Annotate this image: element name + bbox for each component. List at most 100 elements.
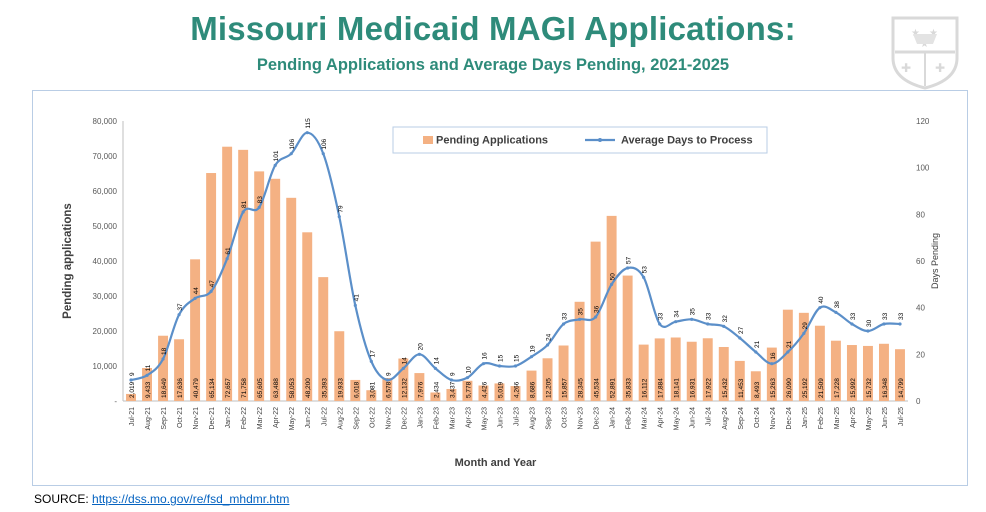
bar-value-label: 3,081: [369, 381, 376, 398]
x-tick-label: Jul-21: [129, 407, 136, 426]
x-tick-label: Jul-22: [321, 407, 328, 426]
line-point: [754, 350, 758, 354]
line-point: [225, 257, 229, 261]
line-point: [401, 366, 405, 370]
bar: [702, 338, 713, 401]
bar: [350, 379, 361, 401]
line-value-label: 14: [401, 357, 408, 365]
y2-tick-label: 0: [916, 397, 921, 406]
x-tick-label: Jul-24: [706, 407, 713, 426]
bar-value-label: 16,348: [882, 378, 889, 398]
y-tick-label: 40,000: [93, 257, 118, 266]
bar-value-label: 71,758: [241, 378, 248, 398]
line-value-label: 20: [417, 343, 424, 351]
bar: [510, 386, 521, 401]
x-tick-label: Jan-25: [802, 407, 809, 429]
line-point: [866, 329, 870, 333]
x-tick-label: Feb-24: [626, 407, 633, 429]
bar-value-label: 15,992: [850, 378, 857, 398]
line-point: [385, 378, 389, 382]
line-point: [273, 163, 277, 167]
source-link[interactable]: https://dss.mo.gov/re/fsd_mhdmr.htm: [92, 492, 290, 506]
y2-tick-label: 20: [916, 350, 925, 359]
bar-value-label: 6,578: [385, 381, 392, 398]
line-point: [786, 350, 790, 354]
legend-swatch-days-marker: [598, 138, 602, 142]
bar: [606, 215, 617, 401]
page-title: Missouri Medicaid MAGI Applications:: [190, 10, 796, 47]
bar: [734, 360, 745, 401]
line-value-label: 79: [337, 205, 344, 213]
bar: [895, 349, 905, 401]
bar: [670, 337, 681, 401]
x-tick-label: Jun-23: [497, 407, 504, 429]
bar-value-label: 35,393: [321, 378, 328, 398]
line-point: [337, 215, 341, 219]
bar: [654, 338, 665, 401]
line-value-label: 106: [289, 138, 296, 149]
line-point: [610, 282, 614, 286]
line-value-label: 33: [658, 312, 665, 320]
x-tick-label: Aug-22: [337, 407, 344, 430]
bar-value-label: 18,649: [161, 378, 168, 398]
y2-tick-label: 40: [916, 304, 925, 313]
line-point: [177, 313, 181, 317]
bar: [622, 275, 633, 401]
x-tick-label: Sep-22: [353, 407, 360, 430]
source-note: SOURCE: https://dss.mo.gov/re/fsd_mhdmr.…: [34, 492, 289, 506]
x-tick-label: Mar-23: [449, 407, 456, 429]
bar-value-label: 48,200: [305, 378, 312, 398]
line-value-label: 37: [177, 303, 184, 311]
line-value-label: 15: [514, 354, 521, 362]
line-value-label: 33: [562, 312, 569, 320]
line-point: [642, 275, 646, 279]
line-value-label: 17: [369, 350, 376, 358]
bar-value-label: 17,636: [177, 378, 184, 398]
bar: [446, 388, 457, 401]
x-tick-label: Apr-22: [273, 407, 280, 428]
x-tick-label: Dec-24: [786, 407, 793, 430]
bar-value-label: 19,933: [337, 378, 344, 398]
x-tick-label: Apr-24: [658, 407, 665, 428]
line-point: [818, 306, 822, 310]
x-tick-label: Mar-22: [257, 407, 264, 429]
bar-value-label: 45,534: [594, 378, 601, 398]
line-point: [193, 296, 197, 300]
line-value-label: 40: [818, 296, 825, 304]
bar: [414, 373, 425, 401]
page-subtitle: Pending Applications and Average Days Pe…: [256, 56, 730, 74]
line-value-label: 24: [546, 333, 553, 341]
bar-value-label: 15,732: [866, 378, 873, 398]
bar-value-label: 15,857: [562, 378, 569, 398]
line-point: [513, 364, 518, 368]
x-tick-label: Jul-25: [898, 407, 905, 426]
y-tick-label: 70,000: [93, 152, 118, 161]
bar: [814, 325, 825, 401]
line-value-label: 11: [145, 364, 152, 371]
x-tick-label: May-25: [866, 407, 873, 430]
x-tick-label: Feb-25: [818, 407, 825, 429]
line-value-label: 21: [786, 340, 793, 348]
line-value-label: 30: [866, 319, 873, 327]
line-point: [129, 378, 133, 382]
bar: [270, 178, 281, 401]
y-tick-label: -: [114, 397, 117, 406]
line-point: [594, 315, 598, 319]
line-point: [658, 322, 662, 326]
line-value-label: 33: [882, 312, 889, 320]
line-value-label: 35: [690, 308, 697, 316]
line-point: [626, 266, 630, 270]
line-value-label: 47: [209, 280, 216, 288]
y2-tick-label: 60: [916, 257, 925, 266]
bar: [174, 339, 185, 401]
bar: [862, 345, 873, 401]
line-value-label: 38: [834, 301, 841, 309]
y-tick-label: 80,000: [93, 117, 118, 126]
bar-value-label: 18,141: [674, 378, 681, 398]
x-tick-label: Aug-23: [530, 407, 537, 430]
bar-value-label: 9,433: [145, 381, 152, 398]
line-value-label: 19: [530, 345, 537, 353]
line-value-label: 9: [385, 372, 392, 376]
bar-value-label: 16,112: [642, 378, 649, 398]
bar: [686, 341, 697, 401]
